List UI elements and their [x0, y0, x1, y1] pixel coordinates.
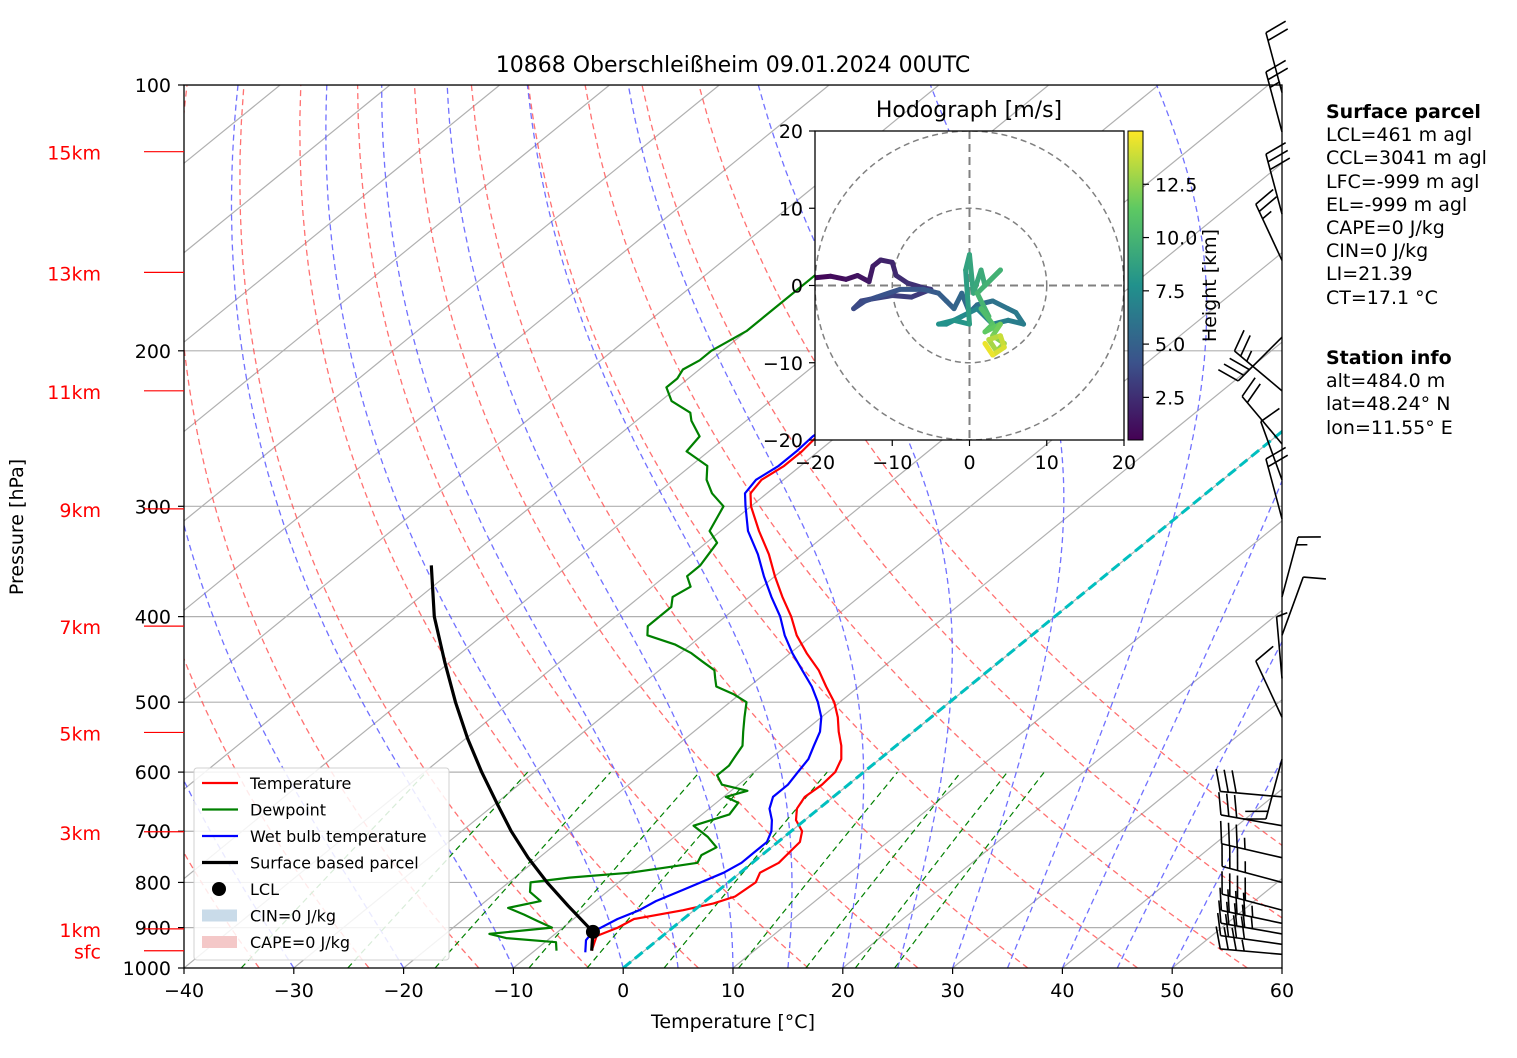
- x-tick-label: −20: [384, 980, 424, 1002]
- p-tick-label: 600: [135, 762, 171, 784]
- surface-parcel-info: Surface parcel LCL=461 m agl CCL=3041 m …: [1326, 101, 1487, 310]
- lcl-marker: [586, 925, 600, 939]
- hodo-x-tick-label: 20: [1112, 452, 1136, 474]
- legend-label: Wet bulb temperature: [250, 827, 427, 846]
- hodo-x-tick-label: 10: [1035, 452, 1059, 474]
- colorbar: [1128, 131, 1143, 440]
- legend-label: Dewpoint: [250, 801, 326, 820]
- hodo-x-tick-label: 0: [963, 452, 975, 474]
- surface-parcel-title: Surface parcel: [1326, 101, 1487, 124]
- parcel-lcl: LCL=461 m agl: [1326, 124, 1487, 147]
- parcel-cin: CIN=0 J/kg: [1326, 240, 1487, 263]
- height-label: 3km: [59, 823, 101, 845]
- hodo-y-tick-label: −10: [763, 353, 803, 375]
- colorbar-tick-label: 12.5: [1155, 174, 1197, 196]
- colorbar-tick-label: 2.5: [1155, 387, 1185, 409]
- x-tick-label: 30: [941, 980, 965, 1002]
- hodo-x-tick-label: −20: [795, 452, 835, 474]
- wind-barbs: [1216, 21, 1326, 954]
- hodo-y-tick-label: 0: [791, 276, 803, 298]
- station-info-title: Station info: [1326, 347, 1453, 370]
- legend: Temperature Dewpoint Wet bulb temperature S…: [194, 768, 449, 960]
- hodo-y-tick-label: 20: [779, 121, 803, 143]
- x-tick-label: 60: [1270, 980, 1294, 1002]
- colorbar-tick-label: 7.5: [1155, 281, 1185, 303]
- p-tick-label: 200: [135, 341, 171, 363]
- height-label: 5km: [59, 723, 101, 745]
- parcel-ct: CT=17.1 °C: [1326, 287, 1487, 310]
- wind-barb: [1222, 871, 1282, 910]
- station-info: Station info alt=484.0 m lat=48.24° N lo…: [1326, 347, 1453, 440]
- parcel-ccl: CCL=3041 m agl: [1326, 147, 1487, 170]
- p-tick-label: 800: [135, 872, 171, 894]
- wind-barb: [1243, 759, 1282, 819]
- colorbar-label: Height [km]: [1199, 229, 1221, 342]
- parcel-li: LI=21.39: [1326, 263, 1487, 286]
- moist-adiabat: [447, 85, 733, 968]
- p-tick-label: 400: [135, 607, 171, 629]
- height-label: 13km: [47, 263, 101, 285]
- legend-label: Temperature: [249, 774, 351, 793]
- x-tick-label: 50: [1160, 980, 1184, 1002]
- y-axis-label: Pressure [hPa]: [6, 459, 28, 595]
- x-tick-label: 20: [831, 980, 855, 1002]
- x-tick-label: 40: [1050, 980, 1074, 1002]
- colorbar-tick-label: 5.0: [1155, 334, 1185, 356]
- parcel-el: EL=-999 m agl: [1326, 194, 1487, 217]
- parcel-lfc: LFC=-999 m agl: [1326, 171, 1487, 194]
- legend-label: LCL: [250, 880, 279, 899]
- hodograph-segment: [892, 296, 911, 298]
- station-lat: lat=48.24° N: [1326, 393, 1453, 416]
- wind-barb: [1266, 447, 1288, 518]
- parcel-cape: CAPE=0 J/kg: [1326, 217, 1487, 240]
- height-label: 7km: [59, 617, 101, 639]
- chart-title: 10868 Oberschleißheim 09.01.2024 00UTC: [496, 53, 971, 78]
- wind-barb: [1282, 537, 1321, 597]
- wind-barb: [1256, 646, 1282, 717]
- hodograph-title: Hodograph [m/s]: [876, 98, 1062, 123]
- height-label: sfc: [74, 942, 101, 964]
- p-tick-label: 500: [135, 692, 171, 714]
- wind-barb: [1261, 408, 1282, 479]
- p-tick-label: 100: [135, 75, 171, 97]
- x-tick-label: −40: [164, 980, 204, 1002]
- station-lon: lon=11.55° E: [1326, 417, 1453, 440]
- x-tick-label: −30: [274, 980, 314, 1002]
- colorbar-tick-label: 10.0: [1155, 228, 1197, 250]
- hodograph: Hodograph [m/s] −20−20 −10 −10 0 0 10 10 20 20 2.…: [763, 98, 1221, 474]
- height-label: 11km: [47, 382, 101, 404]
- x-tick-label: −10: [493, 980, 533, 1002]
- x-tick-label: 10: [721, 980, 745, 1002]
- legend-label: CAPE=0 J/kg: [250, 933, 350, 952]
- legend-label: CIN=0 J/kg: [250, 907, 336, 926]
- legend-label: Surface based parcel: [250, 854, 419, 873]
- x-tick-label: 0: [617, 980, 629, 1002]
- wind-barb: [1216, 769, 1282, 797]
- p-tick-label: 300: [135, 496, 171, 518]
- hodo-x-tick-label: −10: [872, 452, 912, 474]
- wind-barb: [1282, 577, 1326, 635]
- p-tick-label: 1000: [123, 958, 171, 980]
- wind-barb: [1218, 337, 1282, 381]
- parcel-line: [431, 565, 593, 950]
- height-label: 15km: [47, 143, 101, 165]
- hodo-y-tick-label: 10: [779, 198, 803, 220]
- mixing-ratio-line: [895, 772, 1045, 968]
- wind-barb: [1222, 844, 1282, 883]
- height-label: 1km: [59, 920, 101, 942]
- hodo-y-tick-label: −20: [763, 430, 803, 452]
- height-label: 9km: [59, 500, 101, 522]
- x-axis-label: Temperature [°C]: [650, 1011, 815, 1033]
- station-alt: alt=484.0 m: [1326, 370, 1453, 393]
- mixing-ratio-line: [739, 772, 898, 968]
